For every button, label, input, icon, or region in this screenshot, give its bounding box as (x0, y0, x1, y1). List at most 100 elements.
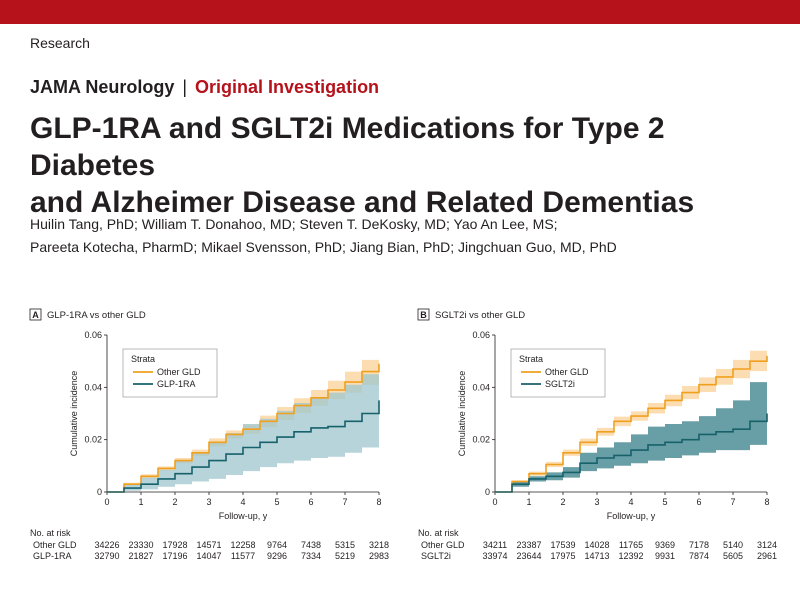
article-title: GLP-1RA and SGLT2i Medications for Type … (30, 110, 790, 221)
legend-title: Strata (131, 354, 155, 364)
panel-label: A (32, 310, 39, 320)
article-title-line: GLP-1RA and SGLT2i Medications for Type … (30, 112, 665, 182)
risk-table-cell: 11765 (619, 540, 643, 550)
risk-table-cell: 7334 (301, 551, 321, 561)
legend-entry: SGLT2i (545, 379, 575, 389)
x-tick-label: 2 (172, 497, 177, 507)
x-tick-label: 5 (274, 497, 279, 507)
risk-table-cell: 34211 (483, 540, 507, 550)
risk-table-cell: 9296 (267, 551, 287, 561)
risk-table-cell: 5605 (723, 551, 743, 561)
risk-table-cell: 9931 (655, 551, 675, 561)
x-tick-label: 7 (730, 497, 735, 507)
journal-separator: | (182, 77, 188, 97)
risk-table-cell: 2983 (369, 551, 389, 561)
x-tick-label: 4 (628, 497, 633, 507)
legend-entry: Other GLD (157, 367, 201, 377)
series-line-treated (495, 413, 768, 493)
y-tick-label: 0.04 (472, 382, 490, 392)
risk-table-cell: 17975 (550, 551, 575, 561)
legend-entry: GLP-1RA (157, 379, 196, 389)
risk-table-cell: 7438 (301, 540, 321, 550)
risk-table-cell: 14571 (196, 540, 221, 550)
panel-label-box (29, 308, 42, 321)
risk-table-cell: 32790 (94, 551, 119, 561)
series-line-treated (107, 400, 380, 493)
x-tick-label: 8 (376, 497, 381, 507)
risk-table-cell: 23330 (128, 540, 153, 550)
x-tick-label: 1 (526, 497, 531, 507)
journal-line: JAMA Neurology | Original Investigation (30, 77, 379, 98)
risk-table-cell: 5219 (335, 551, 355, 561)
x-tick-label: 0 (492, 497, 497, 507)
x-axis-label: Follow-up, y (607, 511, 656, 521)
risk-table-cell: 21827 (128, 551, 153, 561)
x-tick-label: 7 (342, 497, 347, 507)
series-line-other-gld (495, 355, 768, 493)
risk-table-cell: 17539 (550, 540, 575, 550)
x-tick-label: 1 (138, 497, 143, 507)
risk-table-cell: 33974 (482, 551, 507, 561)
ci-band-treated (495, 379, 767, 492)
risk-table-cell: 7874 (689, 551, 709, 561)
x-tick-label: 8 (764, 497, 769, 507)
risk-table-cell: 34226 (94, 540, 119, 550)
section-label: Research (30, 35, 90, 51)
risk-table-cell: 23387 (516, 540, 541, 550)
risk-table-cell: 14028 (584, 540, 609, 550)
risk-table-cell: 3218 (369, 540, 389, 550)
risk-table-cell: 5315 (335, 540, 355, 550)
risk-table-cell: 5140 (723, 540, 743, 550)
risk-table-row-label: SGLT2i (421, 551, 451, 561)
panel-title: GLP-1RA vs other GLD (47, 310, 146, 321)
risk-table-header: No. at risk (418, 528, 459, 538)
risk-table-cell: 9764 (267, 540, 287, 550)
y-tick-label: 0 (485, 487, 490, 497)
risk-table-row-label: Other GLD (33, 540, 77, 550)
risk-table-cell: 14047 (196, 551, 221, 561)
author-line: Huilin Tang, PhD; William T. Donahoo, MD… (30, 216, 558, 232)
author-line: Pareeta Kotecha, PharmD; Mikael Svensson… (30, 239, 617, 255)
legend-box (122, 348, 218, 398)
ci-band-treated (107, 363, 379, 492)
x-tick-label: 5 (662, 497, 667, 507)
risk-table-row-label: Other GLD (421, 540, 465, 550)
series-line-other-gld (107, 363, 380, 493)
x-tick-label: 0 (104, 497, 109, 507)
risk-table-cell: 2961 (757, 551, 777, 561)
x-tick-label: 6 (308, 497, 313, 507)
journal-name: JAMA Neurology (30, 77, 175, 97)
panel-label: B (420, 310, 427, 320)
panel-label-box (417, 308, 430, 321)
legend-entry: Other GLD (545, 367, 589, 377)
x-axis-label: Follow-up, y (219, 511, 268, 521)
y-tick-label: 0.04 (84, 382, 102, 392)
risk-table-cell: 17928 (162, 540, 187, 550)
legend-box (510, 348, 606, 398)
risk-table-cell: 7178 (689, 540, 709, 550)
panel-title: SGLT2i vs other GLD (435, 310, 525, 321)
legend-title: Strata (519, 354, 543, 364)
risk-table-cell: 12392 (618, 551, 643, 561)
y-tick-label: 0 (97, 487, 102, 497)
y-tick-label: 0.06 (472, 330, 490, 340)
risk-table-cell: 14713 (584, 551, 609, 561)
article-title-line: and Alzheimer Disease and Related Dement… (30, 186, 695, 219)
figure-km-curves: A GLP-1RA vs other GLD 0 0.02 0.04 0.06 Cumula… (29, 308, 777, 561)
risk-table-cell: 23644 (516, 551, 541, 561)
y-axis-label: Cumulative incidence (69, 371, 79, 457)
x-tick-label: 3 (594, 497, 599, 507)
x-tick-label: 6 (696, 497, 701, 507)
journal-color-bar (0, 0, 800, 24)
y-tick-label: 0.02 (472, 435, 490, 445)
x-tick-label: 3 (206, 497, 211, 507)
risk-table-row-label: GLP-1RA (33, 551, 72, 561)
x-tick-label: 4 (240, 497, 245, 507)
risk-table-header: No. at risk (30, 528, 71, 538)
y-tick-label: 0.06 (84, 330, 102, 340)
article-type: Original Investigation (195, 77, 380, 97)
x-tick-label: 2 (560, 497, 565, 507)
y-tick-label: 0.02 (84, 435, 102, 445)
risk-table-cell: 17196 (162, 551, 187, 561)
risk-table-cell: 12258 (230, 540, 255, 550)
